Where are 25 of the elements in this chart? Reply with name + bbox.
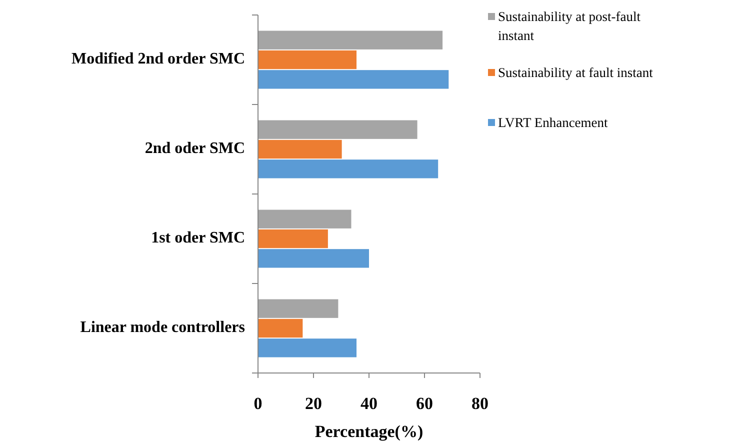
x-tick-label: 40 [360,394,378,413]
x-tick-label: 60 [416,394,433,413]
legend-label: Sustainability at fault instant [498,65,654,80]
bar [258,120,418,139]
bar [258,140,342,159]
y-tick-label: Linear mode controllers [80,318,245,336]
bar [258,50,357,70]
legend-label: LVRT Enhancement [498,115,608,130]
legend-label: Sustainability at post-fault instant [498,9,641,43]
x-tick-label: 20 [305,394,322,413]
bar [258,318,303,338]
y-tick-label: 1st oder SMC [151,229,245,246]
bar [258,70,449,89]
bar [258,229,328,248]
y-tick-label: Modified 2nd order SMC [72,50,245,68]
bar [258,338,357,358]
x-tick-label: 0 [254,394,262,413]
x-axis-title: Percentage(%) [314,422,424,441]
bar [258,30,443,50]
y-tick-label: 2nd oder SMC [144,140,245,157]
bar [258,160,438,178]
bar [258,249,369,268]
bar [258,210,352,228]
bar [258,299,338,318]
x-tick-label: 80 [472,394,488,413]
